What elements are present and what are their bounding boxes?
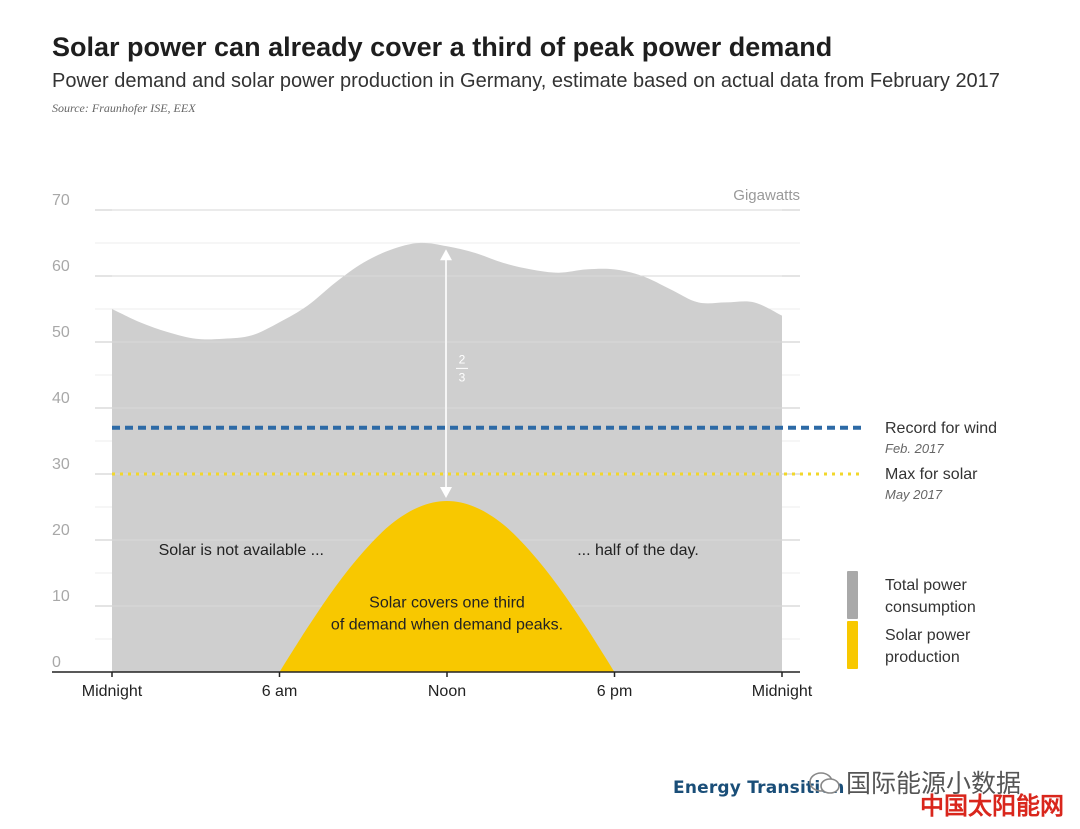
legend-label: Total power [885, 577, 967, 594]
legend-label: consumption [885, 599, 976, 616]
annotation: ... half of the day. [577, 542, 699, 559]
reference-label: Record for wind [885, 420, 997, 437]
solar-area [279, 501, 615, 672]
demand-area [112, 242, 782, 672]
legend-label: Solar power [885, 627, 971, 644]
y-tick-label: 50 [52, 324, 70, 341]
x-tick-label: 6 am [262, 683, 298, 700]
y-tick-label: 40 [52, 390, 70, 407]
watermark-text: 国际能源小数据 [846, 770, 1022, 798]
reference-label: Max for solar [885, 466, 978, 483]
legend-swatch [847, 571, 858, 619]
chart-subtitle: Power demand and solar power production … [52, 70, 1000, 92]
y-tick-label: 60 [52, 258, 70, 275]
y-tick-label: 10 [52, 588, 70, 605]
footer-brand: Energy Transition [673, 778, 845, 798]
x-tick-label: Midnight [82, 683, 143, 700]
annotation: Solar covers one third [369, 595, 525, 612]
fraction-numerator: 2 [459, 352, 466, 366]
annotation: of demand when demand peaks. [331, 616, 563, 633]
y-tick-label: 20 [52, 522, 70, 539]
legend-label: production [885, 649, 960, 666]
unit-label: Gigawatts [733, 187, 800, 204]
x-tick-label: Midnight [752, 683, 813, 700]
x-tick-label: Noon [428, 683, 466, 700]
arrow-head-bottom [440, 487, 452, 499]
reference-sublabel: Feb. 2017 [885, 441, 944, 456]
watermark-site: 中国太阳能网 [920, 793, 1064, 820]
chart-title: Solar power can already cover a third of… [52, 32, 833, 62]
annotation: Solar is not available ... [159, 542, 324, 559]
chart-source: Source: Fraunhofer ISE, EEX [52, 101, 196, 115]
wechat-icon [809, 772, 840, 794]
legend-swatch [847, 621, 858, 669]
y-tick-label: 30 [52, 456, 70, 473]
y-tick-label: 70 [52, 192, 70, 209]
x-tick-label: 6 pm [597, 683, 633, 700]
y-tick-label: 0 [52, 654, 61, 671]
arrow-head-top [440, 249, 452, 261]
reference-sublabel: May 2017 [885, 487, 943, 502]
fraction-denominator: 3 [459, 370, 466, 384]
